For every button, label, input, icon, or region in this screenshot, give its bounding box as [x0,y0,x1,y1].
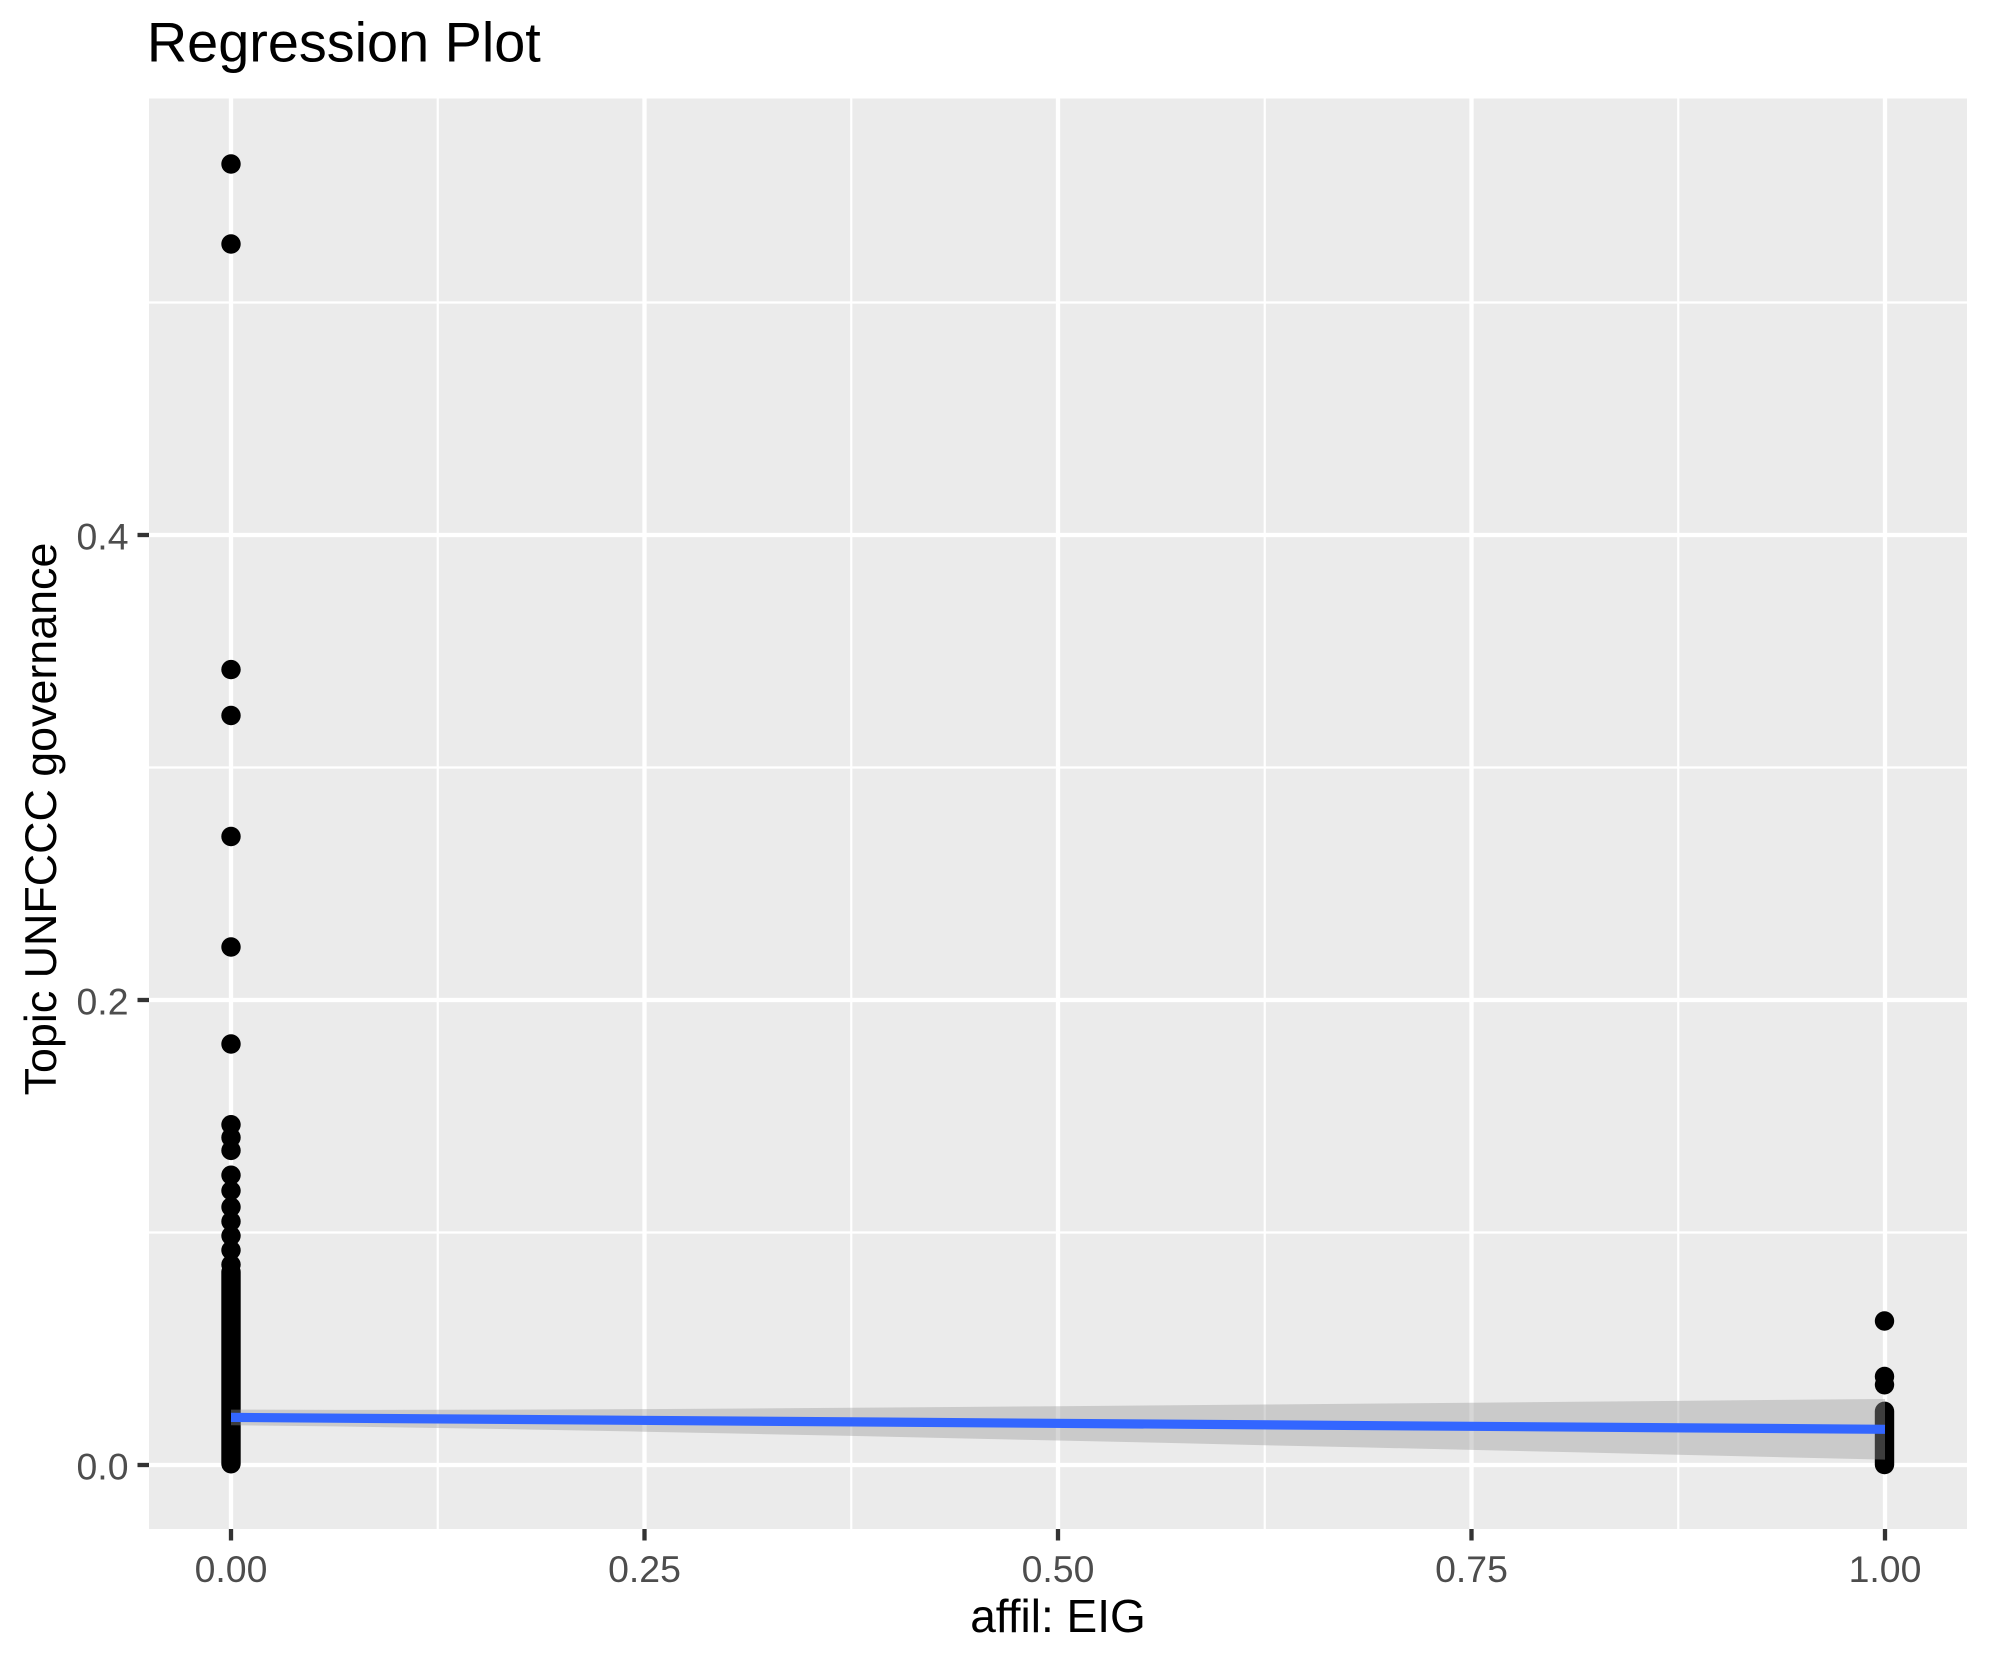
svg-text:0.25: 0.25 [608,1548,681,1590]
svg-text:1.00: 1.00 [1849,1548,1922,1590]
svg-text:affil: EIG: affil: EIG [970,1590,1146,1642]
svg-text:0.75: 0.75 [1435,1548,1508,1590]
svg-text:0.2: 0.2 [77,981,129,1023]
svg-text:0.0: 0.0 [77,1446,129,1488]
svg-text:Regression Plot: Regression Plot [147,11,541,74]
svg-text:0.00: 0.00 [195,1548,268,1590]
svg-text:0.50: 0.50 [1022,1548,1095,1590]
svg-text:0.4: 0.4 [77,516,129,558]
svg-text:Topic UNFCCC governance: Topic UNFCCC governance [16,543,66,1096]
